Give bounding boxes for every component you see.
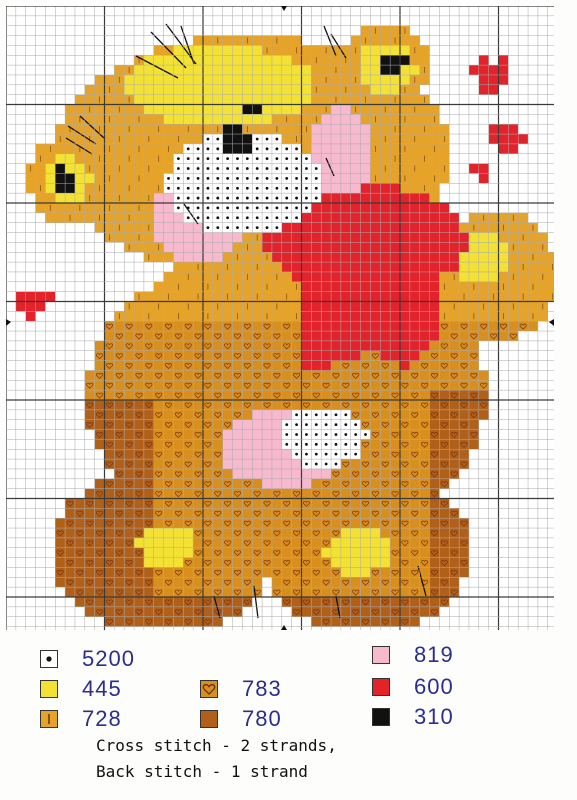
- legend-code: 819: [414, 642, 454, 667]
- color-key: 5200 445 728 783 780 819 600: [0, 636, 577, 800]
- legend-code: 783: [242, 676, 282, 701]
- cross-stitch-chart: [6, 6, 554, 630]
- instruction-cross-stitch: Cross stitch - 2 strands,: [96, 736, 337, 755]
- red-swatch-icon: [372, 678, 390, 696]
- pattern-grid: [6, 6, 554, 630]
- heart-icon: [200, 680, 218, 698]
- legend-code: 728: [82, 706, 122, 731]
- black-swatch-icon: [372, 708, 390, 726]
- brown-swatch-icon: [200, 710, 218, 728]
- legend-code: 600: [414, 674, 454, 699]
- legend-code: 445: [82, 676, 122, 701]
- instruction-back-stitch: Back stitch - 1 strand: [96, 762, 308, 781]
- legend-code: 780: [242, 706, 282, 731]
- legend-code: 5200: [82, 646, 135, 671]
- vertical-bar-icon: [40, 710, 58, 728]
- yellow-swatch-icon: [40, 680, 58, 698]
- pink-swatch-icon: [372, 646, 390, 664]
- dot-icon: [40, 650, 58, 668]
- legend-code: 310: [414, 704, 454, 729]
